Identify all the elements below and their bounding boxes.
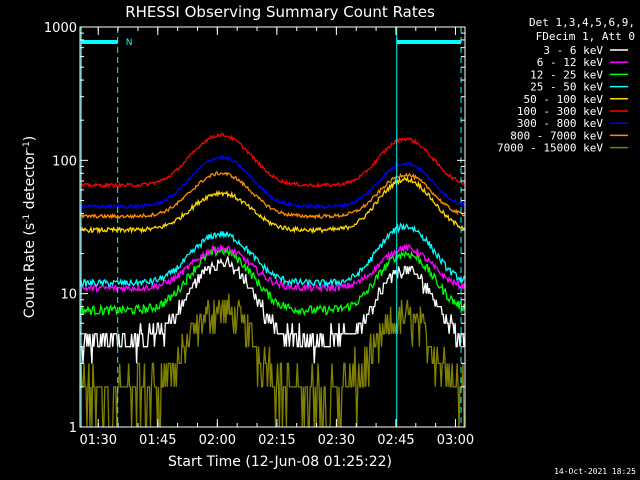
legend-label: 25 - 50 keV [530, 81, 603, 94]
y-axis-label-superscript: -1 [22, 214, 32, 223]
series-line [79, 222, 466, 289]
series-line [79, 170, 466, 220]
y-tick-label: 100 [52, 154, 77, 169]
series-line [79, 175, 466, 235]
series-line [79, 243, 466, 294]
x-tick-label: 01:45 [139, 433, 176, 448]
legend-label: 12 - 25 keV [530, 68, 603, 81]
y-tick-label: 1 [69, 421, 77, 436]
legend-label: 3 - 6 keV [543, 44, 603, 57]
chart-title: RHESSI Observing Summary Count Rates [125, 3, 435, 21]
x-axis-label: Start Time (12-Jun-08 01:25:22) [168, 454, 392, 470]
series-line [80, 256, 466, 364]
series-layer [79, 132, 466, 428]
y-tick-label: 10 [60, 288, 77, 303]
axes: 01:30 01:45 02:00 02:15 02:30 02:45 03:00 1 10 10… [44, 21, 474, 448]
x-tick-label: 03:00 [437, 433, 474, 448]
x-tick-label: 02:30 [318, 433, 355, 448]
y-axis-label-part: detector [22, 150, 38, 214]
legend-label: 50 - 100 keV [524, 93, 604, 106]
y-axis-label-superscript: -1 [22, 141, 32, 150]
timestamp: 14-Oct-2021 18:25 [554, 467, 636, 476]
x-tick-label: 02:00 [199, 433, 236, 448]
x-tick-label: 01:30 [80, 433, 117, 448]
x-tick-label: 02:15 [258, 433, 295, 448]
legend-label: 100 - 300 keV [517, 105, 603, 118]
series-line [79, 132, 466, 189]
legend: Det 1,3,4,5,6,9, FDecim 1, Att 0 3 - 6 k… [497, 16, 635, 155]
legend-label: 7000 - 15000 keV [497, 142, 603, 155]
series-line [79, 154, 466, 211]
legend-header-line: Det 1,3,4,5,6,9, [529, 16, 635, 29]
night-bar-label: N [126, 38, 133, 48]
series-line [79, 245, 466, 317]
y-axis-label-part: ) [22, 136, 38, 141]
plot-frame [79, 26, 466, 428]
legend-header-line: FDecim 1, Att 0 [536, 30, 635, 43]
series-line [79, 293, 465, 428]
y-tick-label: 1000 [44, 21, 77, 36]
legend-label: 6 - 12 keV [537, 56, 604, 69]
x-tick-label: 02:45 [377, 433, 414, 448]
y-axis-label: Count Rate (s-1 detector-1) [22, 136, 38, 318]
orbit-markers: N [80, 27, 462, 427]
legend-label: 300 - 800 keV [517, 117, 603, 130]
y-axis-label-part: Count Rate (s [22, 223, 38, 318]
legend-label: 800 - 7000 keV [510, 129, 603, 142]
